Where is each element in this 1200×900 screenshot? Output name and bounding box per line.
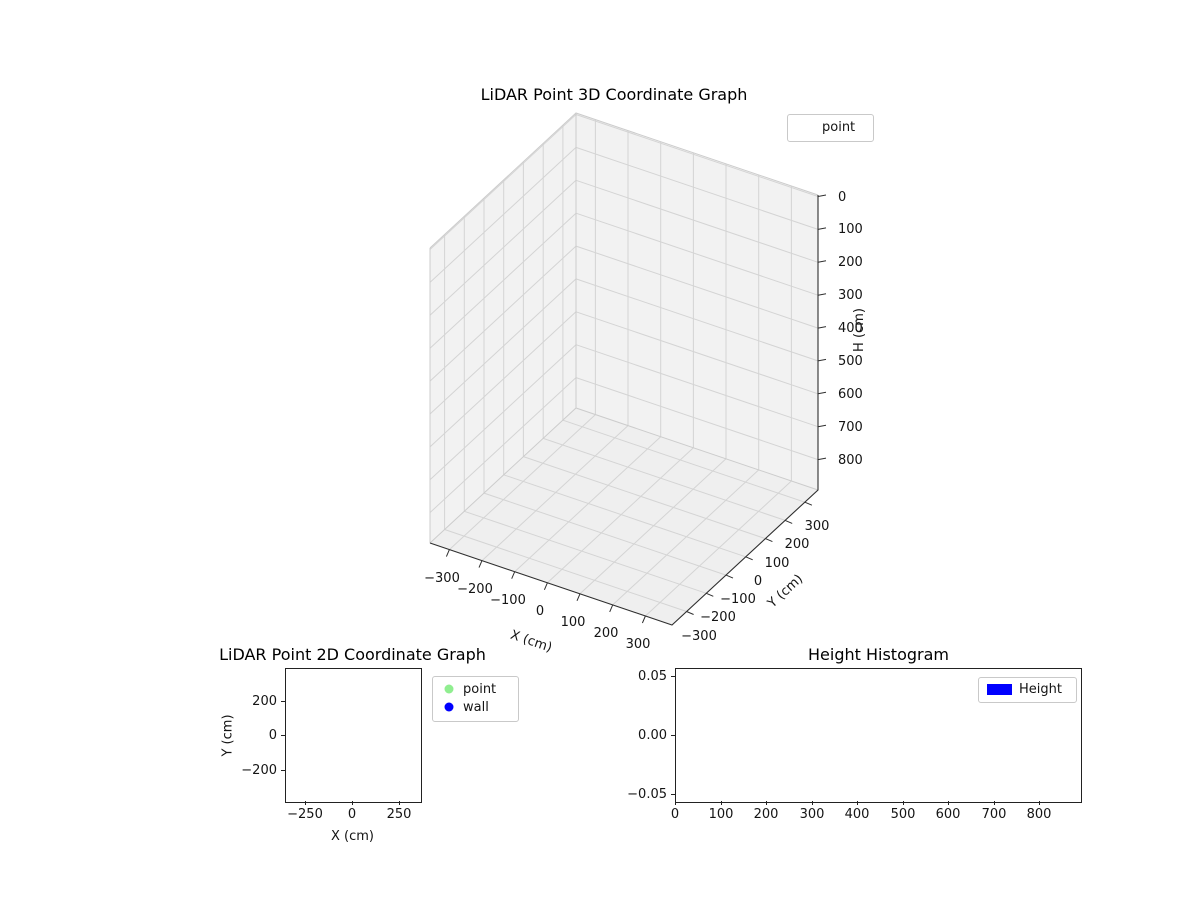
grid-right-pane-z <box>575 114 819 461</box>
y-tick-mark <box>281 735 285 736</box>
y-tick-mark <box>671 676 675 677</box>
y-axis-label: Y (cm) <box>220 714 236 757</box>
grid-left-pane-z <box>429 114 577 513</box>
x-tick-label: 100 <box>561 615 586 630</box>
y-tick-label: −0.05 <box>627 787 667 802</box>
x-tick-mark <box>1039 801 1040 805</box>
z-tick-label: 700 <box>838 420 863 435</box>
x-tick-label: 700 <box>981 807 1007 822</box>
z-tick-label: 500 <box>838 354 863 369</box>
x-tick-mark <box>352 801 353 805</box>
y-tick-label: 0.00 <box>638 728 667 743</box>
wall-marker-icon <box>444 702 454 712</box>
grid-right-pane-x <box>594 119 792 481</box>
x-tick-mark <box>857 801 858 805</box>
x-tick-mark <box>903 801 904 805</box>
x-tick-mark <box>305 801 306 805</box>
z-tick-label: 800 <box>838 453 863 468</box>
y-tick-label: 300 <box>805 519 830 534</box>
x-tick-label: 100 <box>708 807 734 822</box>
x-axis-label: X (cm) <box>508 628 554 656</box>
y-tick-label: −200 <box>700 610 736 625</box>
x-tick-mark <box>399 801 400 805</box>
pane-edges <box>429 112 819 544</box>
x-tick-mark <box>994 801 995 805</box>
y-tick-label: −100 <box>720 592 756 607</box>
point-marker-icon <box>444 684 454 694</box>
x-axis-label: X (cm) <box>331 829 374 844</box>
x-tick-mark <box>812 801 813 805</box>
z-tick-label: 300 <box>838 288 863 303</box>
x-tick-label: −100 <box>490 593 526 608</box>
height-patch-icon <box>987 683 1012 695</box>
x-tick-label: −200 <box>457 582 493 597</box>
y-tick-label: 0.05 <box>638 669 667 684</box>
legend-label-height: Height <box>1019 681 1062 697</box>
z-tick-label: 100 <box>838 222 863 237</box>
legend-label-point: point <box>822 119 856 135</box>
plot3d-title: LiDAR Point 3D Coordinate Graph <box>480 85 748 104</box>
plot2d-legend: point wall <box>432 676 519 722</box>
z-tick-marks <box>817 194 827 461</box>
x-tick-marks <box>445 549 646 624</box>
plot3d-legend: point <box>787 114 874 142</box>
y-tick-label: 200 <box>252 694 277 709</box>
plot2d-title: LiDAR Point 2D Coordinate Graph <box>219 645 486 664</box>
y-axis-label: Y (cm) <box>764 572 806 612</box>
x-tick-label: 250 <box>386 807 412 822</box>
z-tick-label: 600 <box>838 387 863 402</box>
x-tick-label: 0 <box>670 807 680 822</box>
y-tick-mark <box>281 701 285 702</box>
y-tick-marks <box>686 501 813 615</box>
pane-left <box>430 113 576 543</box>
x-tick-label: 800 <box>1026 807 1052 822</box>
x-tick-label: 200 <box>753 807 779 822</box>
x-tick-label: −250 <box>287 807 323 822</box>
grid-floor-y <box>444 419 806 612</box>
x-tick-label: 300 <box>799 807 825 822</box>
y-tick-mark <box>671 794 675 795</box>
y-tick-label: −200 <box>241 763 277 778</box>
z-tick-label: 200 <box>838 255 863 270</box>
x-tick-mark <box>675 801 676 805</box>
x-tick-label: 0 <box>536 604 544 619</box>
x-tick-label: −300 <box>424 571 460 586</box>
x-tick-mark <box>766 801 767 805</box>
pane-right <box>576 113 818 490</box>
y-tick-label: 200 <box>785 537 810 552</box>
plot2d-axes <box>285 668 422 803</box>
x-tick-mark <box>721 801 722 805</box>
histogram-title: Height Histogram <box>808 645 949 664</box>
histogram-legend: Height <box>978 677 1077 703</box>
y-tick-mark <box>671 735 675 736</box>
x-tick-label: 500 <box>890 807 916 822</box>
x-tick-label: 200 <box>594 626 619 641</box>
x-tick-label: 300 <box>626 637 651 652</box>
z-tick-label: 0 <box>838 190 846 205</box>
x-tick-label: 0 <box>347 807 357 822</box>
z-axis-label: H (cm) <box>852 308 867 352</box>
axis-lines <box>429 195 819 626</box>
z-tick-labels: 0 100 200 300 400 500 600 700 800 <box>838 190 863 468</box>
x-tick-label: 600 <box>935 807 961 822</box>
grid-left-pane-y <box>444 125 564 530</box>
y-tick-label: 0 <box>268 728 277 743</box>
y-tick-label: 0 <box>754 574 762 589</box>
grid-floor-x <box>449 414 792 617</box>
y-tick-label: 100 <box>765 556 790 571</box>
y-tick-label: −300 <box>681 629 717 644</box>
y-tick-labels: −300 −200 −100 0 100 200 300 <box>681 519 829 644</box>
x-tick-labels: −300 −200 −100 0 100 200 300 <box>424 571 650 652</box>
legend-label-wall: wall <box>463 699 489 715</box>
x-tick-mark <box>948 801 949 805</box>
legend-label-point: point <box>463 681 497 697</box>
pane-floor <box>430 408 818 625</box>
z-tick-label: 400 <box>838 321 863 336</box>
y-tick-mark <box>281 770 285 771</box>
x-tick-label: 400 <box>844 807 870 822</box>
